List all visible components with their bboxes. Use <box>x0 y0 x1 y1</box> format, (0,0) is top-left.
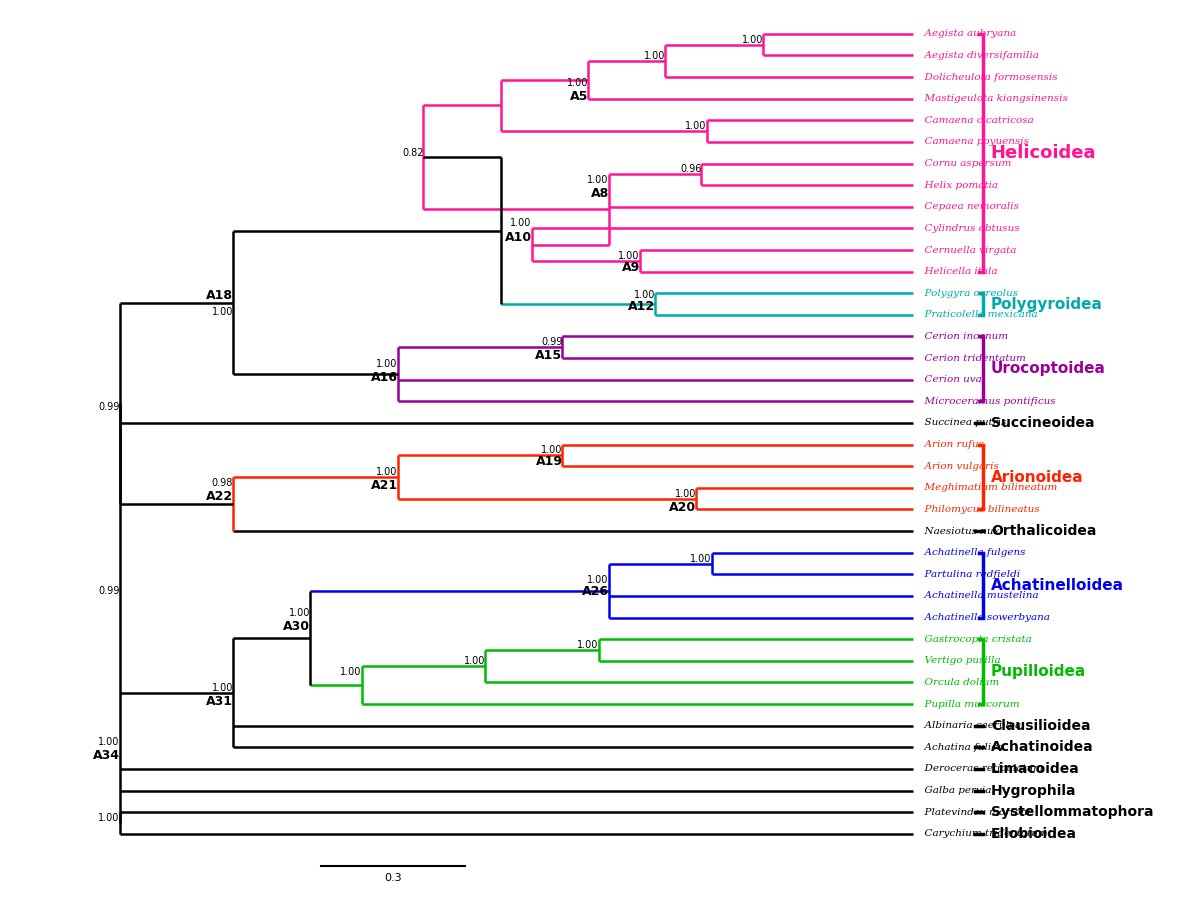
Text: Clausilioidea: Clausilioidea <box>991 719 1091 733</box>
Text: Helix pomatia: Helix pomatia <box>918 181 997 190</box>
Text: Dolicheulota formosensis: Dolicheulota formosensis <box>918 73 1057 82</box>
Text: Vertigo pusilla: Vertigo pusilla <box>918 656 1001 665</box>
Text: Cornu aspersum: Cornu aspersum <box>918 159 1012 168</box>
Text: 1.00: 1.00 <box>644 50 666 61</box>
Text: Philomycus bilineatus: Philomycus bilineatus <box>918 505 1039 514</box>
Text: 1.00: 1.00 <box>377 359 397 369</box>
Text: 1.00: 1.00 <box>690 554 712 563</box>
Text: Praticolella mexicana: Praticolella mexicana <box>918 310 1037 320</box>
Text: A18: A18 <box>206 289 233 302</box>
Text: A9: A9 <box>622 261 640 274</box>
Text: Hygrophila: Hygrophila <box>991 784 1076 797</box>
Text: Orthalicoidea: Orthalicoidea <box>991 524 1096 538</box>
Text: 1.00: 1.00 <box>588 176 608 185</box>
Text: 1.00: 1.00 <box>674 489 696 499</box>
Text: 0.96: 0.96 <box>680 165 702 175</box>
Text: Cepaea nemoralis: Cepaea nemoralis <box>918 202 1019 211</box>
Text: Cernuella virgata: Cernuella virgata <box>918 246 1016 255</box>
Text: A10: A10 <box>504 230 532 244</box>
Text: Achatina fulica: Achatina fulica <box>918 742 1003 752</box>
Text: Deroceras reticulatum: Deroceras reticulatum <box>918 764 1043 773</box>
Text: 1.00: 1.00 <box>634 290 655 300</box>
Text: 1.00: 1.00 <box>685 122 707 131</box>
Text: Limacoidea: Limacoidea <box>991 762 1080 776</box>
Text: A8: A8 <box>590 187 608 201</box>
Text: A31: A31 <box>206 696 233 708</box>
Text: 1.00: 1.00 <box>98 813 120 823</box>
Text: 0.3: 0.3 <box>384 873 402 883</box>
Text: 1.00: 1.00 <box>211 683 233 693</box>
Text: Polygyra cereolus: Polygyra cereolus <box>918 289 1018 298</box>
Text: Aegista aubryana: Aegista aubryana <box>918 30 1016 39</box>
Text: 0.99: 0.99 <box>541 338 563 347</box>
Text: Pupilla muscorum: Pupilla muscorum <box>918 699 1019 708</box>
Text: Urocoptoidea: Urocoptoidea <box>991 362 1105 376</box>
Text: Achatinella mustelina: Achatinella mustelina <box>918 591 1038 600</box>
Text: Aegista diversifamilia: Aegista diversifamilia <box>918 51 1038 60</box>
Text: 1.00: 1.00 <box>618 251 640 261</box>
Text: Arion vulgaris: Arion vulgaris <box>918 462 998 471</box>
Text: Helicella itala: Helicella itala <box>918 267 997 276</box>
Text: 1.00: 1.00 <box>98 737 120 747</box>
Text: Meghimatium bilineatum: Meghimatium bilineatum <box>918 483 1057 492</box>
Text: 1.00: 1.00 <box>541 446 563 455</box>
Text: A26: A26 <box>582 585 608 598</box>
Text: Systellommatophora: Systellommatophora <box>991 806 1153 819</box>
Text: Ellobioidea: Ellobioidea <box>991 827 1076 841</box>
Text: Orcula dolium: Orcula dolium <box>918 678 998 687</box>
Text: Gastrocopta cristata: Gastrocopta cristata <box>918 634 1032 644</box>
Text: Polygyroidea: Polygyroidea <box>991 297 1103 311</box>
Text: A15: A15 <box>535 349 563 363</box>
Text: 1.00: 1.00 <box>464 656 485 666</box>
Text: 0.98: 0.98 <box>211 478 233 488</box>
Text: A20: A20 <box>670 500 696 514</box>
Text: 1.00: 1.00 <box>289 608 311 617</box>
Text: 1.00: 1.00 <box>577 640 599 650</box>
Text: Cerion uva: Cerion uva <box>918 375 982 384</box>
Text: 1.00: 1.00 <box>588 575 608 585</box>
Text: A30: A30 <box>283 620 311 633</box>
Text: Achatinelloidea: Achatinelloidea <box>991 578 1123 592</box>
Text: 1.00: 1.00 <box>341 667 361 677</box>
Text: Achatinella sowerbyana: Achatinella sowerbyana <box>918 613 1050 622</box>
Text: Platevindex mortoni: Platevindex mortoni <box>918 807 1030 816</box>
Text: A21: A21 <box>371 479 397 492</box>
Text: A16: A16 <box>371 371 397 384</box>
Text: Succineoidea: Succineoidea <box>991 416 1094 430</box>
Text: Arion rufus: Arion rufus <box>918 440 984 449</box>
Text: Cylindrus obtusus: Cylindrus obtusus <box>918 224 1019 233</box>
Text: Galba pervia: Galba pervia <box>918 786 991 795</box>
Text: Achatinella fulgens: Achatinella fulgens <box>918 548 1025 557</box>
Text: Pupilloidea: Pupilloidea <box>991 664 1086 680</box>
Text: Arionoidea: Arionoidea <box>991 470 1084 484</box>
Text: Partulina redfieldi: Partulina redfieldi <box>918 570 1020 579</box>
Text: Helicoidea: Helicoidea <box>991 144 1097 162</box>
Text: Achatinoidea: Achatinoidea <box>991 741 1093 754</box>
Text: Microceramus pontificus: Microceramus pontificus <box>918 397 1055 406</box>
Text: Mastigeulota kiangsinensis: Mastigeulota kiangsinensis <box>918 94 1068 104</box>
Text: A34: A34 <box>92 750 120 762</box>
Text: Albinaria caerulea: Albinaria caerulea <box>918 721 1021 730</box>
Text: 1.00: 1.00 <box>566 78 588 88</box>
Text: Succinea putris: Succinea putris <box>918 418 1006 427</box>
Text: A5: A5 <box>570 90 588 103</box>
Text: A12: A12 <box>628 300 655 312</box>
Text: 0.82: 0.82 <box>402 148 424 158</box>
Text: Naesiotus nux: Naesiotus nux <box>918 526 1000 536</box>
Text: Cerion tridentatum: Cerion tridentatum <box>918 354 1026 363</box>
Text: 0.99: 0.99 <box>98 586 120 596</box>
Text: A19: A19 <box>535 455 563 468</box>
Text: 1.00: 1.00 <box>377 467 397 477</box>
Text: Carychium tridentatum: Carychium tridentatum <box>918 829 1048 838</box>
Text: 1.00: 1.00 <box>510 219 532 229</box>
Text: A22: A22 <box>206 490 233 503</box>
Text: 1.00: 1.00 <box>211 307 233 317</box>
Text: 0.99: 0.99 <box>98 402 120 412</box>
Text: 1.00: 1.00 <box>742 34 763 45</box>
Text: Camaena cicatricosa: Camaena cicatricosa <box>918 116 1033 125</box>
Text: Cerion incanum: Cerion incanum <box>918 332 1008 341</box>
Text: Camaena poyuensis: Camaena poyuensis <box>918 138 1028 147</box>
